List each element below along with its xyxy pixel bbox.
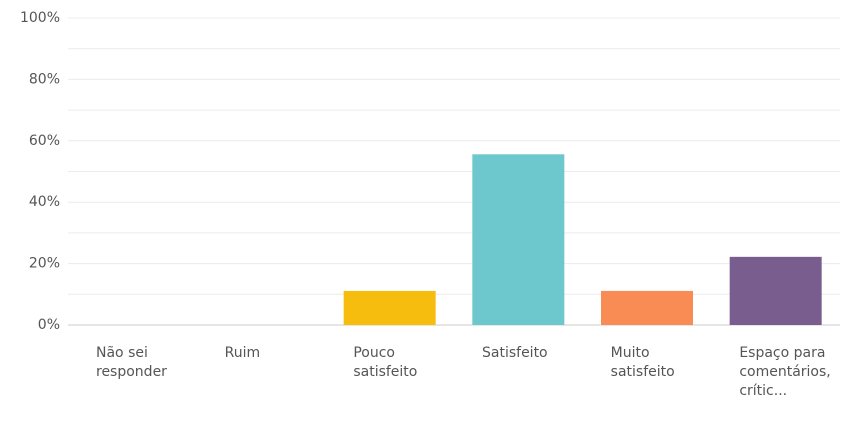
y-tick-label: 20%	[29, 256, 60, 272]
y-tick-label: 40%	[29, 194, 60, 210]
x-tick-label: Pouco satisfeito	[353, 345, 418, 380]
bar	[729, 256, 822, 325]
x-tick-label: Ruim	[224, 345, 261, 361]
y-tick-label: 60%	[29, 133, 60, 149]
bar	[601, 290, 693, 325]
bar	[472, 154, 565, 325]
x-tick-label: Satisfeito	[482, 345, 548, 361]
x-tick-label: Muito satisfeito	[610, 345, 675, 380]
bar	[343, 290, 436, 325]
x-tick-label: Não sei responder	[96, 345, 167, 380]
x-tick-label: Espaço para comentários, crític...	[739, 345, 831, 399]
y-tick-label: 80%	[29, 71, 60, 87]
y-tick-label: 0%	[38, 317, 60, 333]
y-tick-label: 100%	[20, 10, 60, 26]
